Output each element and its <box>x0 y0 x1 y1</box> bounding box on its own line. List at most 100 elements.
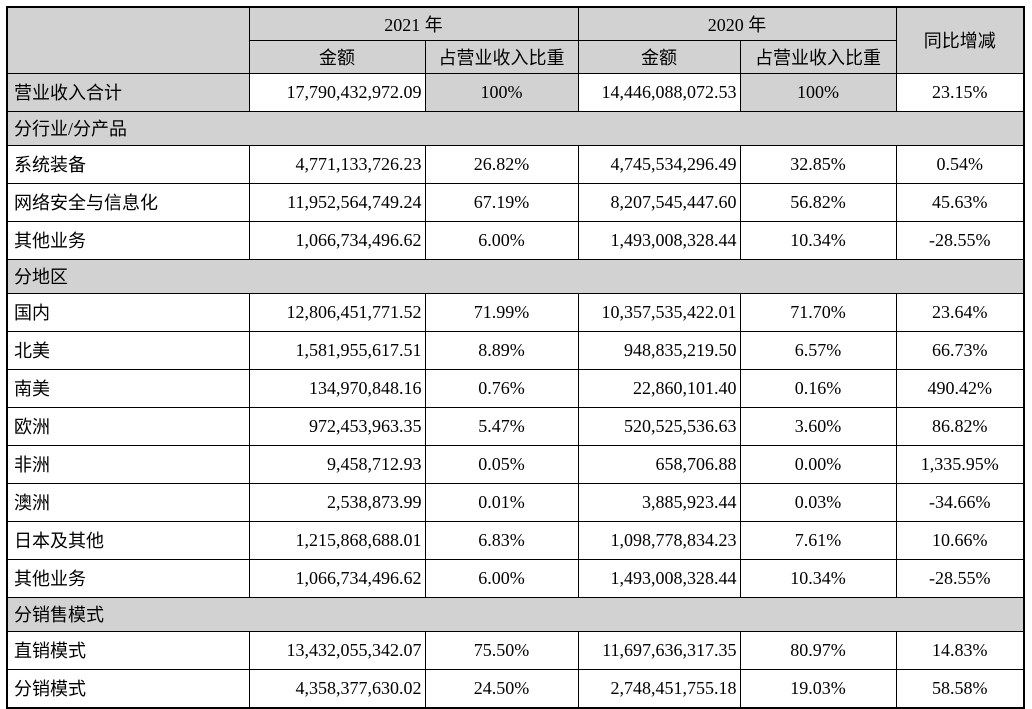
header-ratio-2021: 占营业收入比重 <box>424 39 579 74</box>
row-label: 澳洲 <box>6 482 250 522</box>
table-row: 系统装备 4,771,133,726.23 26.82% 4,745,534,296.… <box>6 144 1025 184</box>
amount-2021-cell: 1,581,955,617.51 <box>248 330 426 370</box>
amount-2020-cell: 22,860,101.40 <box>577 368 741 408</box>
ratio-2020-cell: 0.16% <box>739 368 897 408</box>
section-title: 分地区 <box>6 258 1025 294</box>
header-amount-2021: 金额 <box>248 39 426 74</box>
table-row: 澳洲 2,538,873.99 0.01% 3,885,923.44 0.03% -34.… <box>6 482 1025 522</box>
amount-2021-cell: 4,771,133,726.23 <box>248 144 426 184</box>
amount-2020-cell: 1,493,008,328.44 <box>577 558 741 598</box>
amount-2020-cell: 520,525,536.63 <box>577 406 741 446</box>
ratio-2020-cell: 10.34% <box>739 220 897 260</box>
section-row: 分行业/分产品 <box>6 110 1025 146</box>
row-label: 其他业务 <box>6 220 250 260</box>
amount-2021-cell: 2,538,873.99 <box>248 482 426 522</box>
total-amount-2020: 14,446,088,072.53 <box>577 72 741 112</box>
amount-2020-cell: 1,493,008,328.44 <box>577 220 741 260</box>
header-amount-2020: 金额 <box>577 39 741 74</box>
amount-2020-cell: 8,207,545,447.60 <box>577 182 741 222</box>
header-ratio-2020: 占营业收入比重 <box>739 39 897 74</box>
yoy-cell: 490.42% <box>895 368 1025 408</box>
ratio-2021-cell: 6.00% <box>424 558 579 598</box>
table-row: 直销模式 13,432,055,342.07 75.50% 11,697,636,31… <box>6 630 1025 670</box>
amount-2020-cell: 2,748,451,755.18 <box>577 668 741 708</box>
section-title: 分行业/分产品 <box>6 110 1025 146</box>
ratio-2021-cell: 6.83% <box>424 520 579 560</box>
table-row: 其他业务 1,066,734,496.62 6.00% 1,493,008,328.4… <box>6 220 1025 260</box>
ratio-2020-cell: 56.82% <box>739 182 897 222</box>
table-header: 2021 年 2020 年 同比增减 金额 占营业收入比重 金额 占营业收入比重 <box>6 6 1025 74</box>
yoy-cell: -34.66% <box>895 482 1025 522</box>
table-row: 国内 12,806,451,771.52 71.99% 10,357,535,422.… <box>6 292 1025 332</box>
total-amount-2021: 17,790,432,972.09 <box>248 72 426 112</box>
amount-2020-cell: 658,706.88 <box>577 444 741 484</box>
amount-2020-cell: 4,745,534,296.49 <box>577 144 741 184</box>
table-row: 其他业务 1,066,734,496.62 6.00% 1,493,008,328.4… <box>6 558 1025 598</box>
ratio-2020-cell: 0.03% <box>739 482 897 522</box>
ratio-2020-cell: 80.97% <box>739 630 897 670</box>
ratio-2021-cell: 8.89% <box>424 330 579 370</box>
ratio-2021-cell: 0.05% <box>424 444 579 484</box>
revenue-breakdown-table: 2021 年 2020 年 同比增减 金额 占营业收入比重 金额 占营业收入比重… <box>6 6 1025 709</box>
table-row: 非洲 9,458,712.93 0.05% 658,706.88 0.00% 1,335.… <box>6 444 1025 484</box>
ratio-2020-cell: 7.61% <box>739 520 897 560</box>
header-row-years: 2021 年 2020 年 同比增减 <box>6 6 1025 74</box>
yoy-cell: -28.55% <box>895 220 1025 260</box>
table-row: 北美 1,581,955,617.51 8.89% 948,835,219.50 6.5… <box>6 330 1025 370</box>
ratio-2021-cell: 5.47% <box>424 406 579 446</box>
row-label: 南美 <box>6 368 250 408</box>
table-row: 南美 134,970,848.16 0.76% 22,860,101.40 0.16% 4… <box>6 368 1025 408</box>
yoy-cell: 86.82% <box>895 406 1025 446</box>
ratio-2020-cell: 10.34% <box>739 558 897 598</box>
yoy-cell: 10.66% <box>895 520 1025 560</box>
section-title: 分销售模式 <box>6 596 1025 632</box>
corner-cell <box>6 6 250 74</box>
amount-2021-cell: 1,215,868,688.01 <box>248 520 426 560</box>
ratio-2021-cell: 75.50% <box>424 630 579 670</box>
total-row: 营业收入合计 17,790,432,972.09 100% 14,446,088,07… <box>6 72 1025 112</box>
ratio-2020-cell: 0.00% <box>739 444 897 484</box>
header-row-metrics: 金额 占营业收入比重 金额 占营业收入比重 <box>7 39 1024 74</box>
yoy-cell: -28.55% <box>895 558 1025 598</box>
row-label: 直销模式 <box>6 630 250 670</box>
amount-2021-cell: 1,066,734,496.62 <box>248 220 426 260</box>
section-row: 分地区 <box>6 258 1025 294</box>
ratio-2021-cell: 0.01% <box>424 482 579 522</box>
row-label: 非洲 <box>6 444 250 484</box>
amount-2021-cell: 972,453,963.35 <box>248 406 426 446</box>
row-label: 北美 <box>6 330 250 370</box>
ratio-2021-cell: 24.50% <box>424 668 579 708</box>
ratio-2020-cell: 6.57% <box>739 330 897 370</box>
ratio-2020-cell: 71.70% <box>739 292 897 332</box>
yoy-cell: 14.83% <box>895 630 1025 670</box>
yoy-cell: 1,335.95% <box>895 444 1025 484</box>
row-label: 国内 <box>6 292 250 332</box>
total-ratio-2020: 100% <box>739 72 897 112</box>
amount-2020-cell: 11,697,636,317.35 <box>577 630 741 670</box>
ratio-2021-cell: 0.76% <box>424 368 579 408</box>
ratio-2020-cell: 32.85% <box>739 144 897 184</box>
amount-2021-cell: 1,066,734,496.62 <box>248 558 426 598</box>
amount-2021-cell: 12,806,451,771.52 <box>248 292 426 332</box>
section-row: 分销售模式 <box>6 596 1025 632</box>
row-label: 系统装备 <box>6 144 250 184</box>
row-label: 其他业务 <box>6 558 250 598</box>
yoy-cell: 23.64% <box>895 292 1025 332</box>
table-body: 营业收入合计 17,790,432,972.09 100% 14,446,088,07… <box>6 72 1025 708</box>
ratio-2021-cell: 6.00% <box>424 220 579 260</box>
ratio-2021-cell: 67.19% <box>424 182 579 222</box>
table-row: 网络安全与信息化 11,952,564,749.24 67.19% 8,207,545… <box>6 182 1025 222</box>
amount-2021-cell: 9,458,712.93 <box>248 444 426 484</box>
ratio-2020-cell: 3.60% <box>739 406 897 446</box>
row-label: 网络安全与信息化 <box>6 182 250 222</box>
ratio-2021-cell: 71.99% <box>424 292 579 332</box>
amount-2020-cell: 1,098,778,834.23 <box>577 520 741 560</box>
table-row: 日本及其他 1,215,868,688.01 6.83% 1,098,778,834.… <box>6 520 1025 560</box>
total-yoy: 23.15% <box>895 72 1025 112</box>
total-row-label: 营业收入合计 <box>6 72 250 112</box>
header-yoy: 同比增减 <box>895 6 1025 74</box>
table-row: 分销模式 4,358,377,630.02 24.50% 2,748,451,755.… <box>6 668 1025 708</box>
header-2020: 2020 年 <box>577 6 897 41</box>
yoy-cell: 0.54% <box>895 144 1025 184</box>
amount-2020-cell: 3,885,923.44 <box>577 482 741 522</box>
